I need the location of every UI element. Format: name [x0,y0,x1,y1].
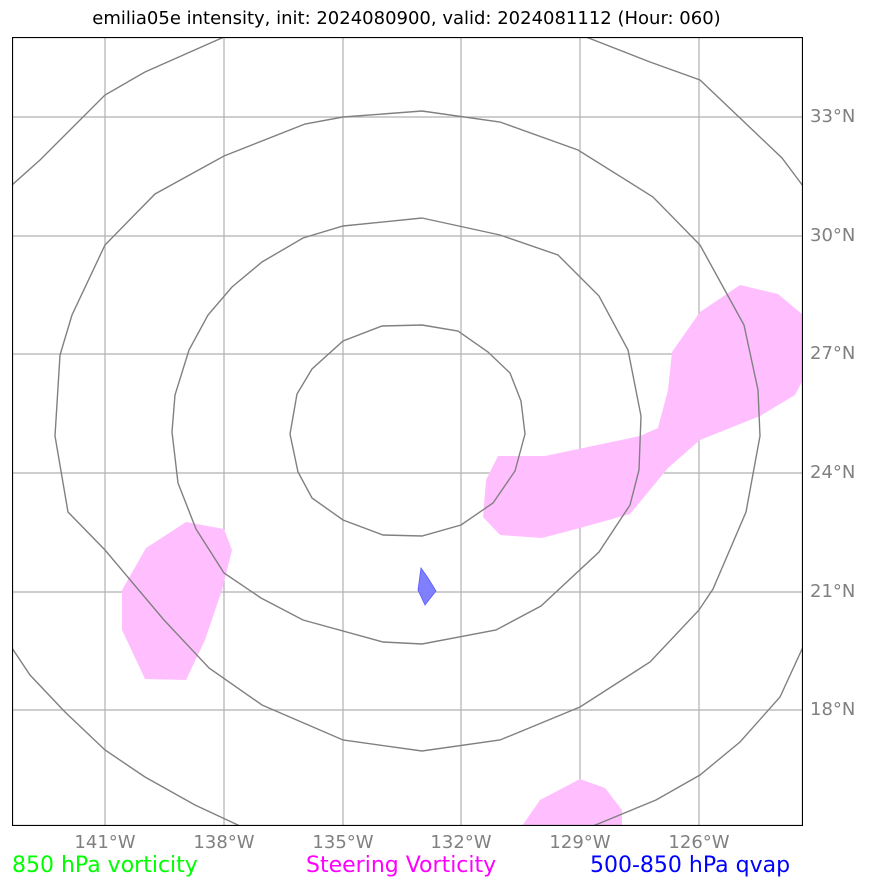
lat-label-18n: 18°N [810,699,856,720]
steering-vorticity-west-blob [122,522,232,680]
lon-label-132w: 132°W [430,832,492,853]
ring-4-southwest [12,647,241,826]
legend-steering-vorticity: Steering Vorticity [306,853,497,878]
lat-label-21n: 21°N [810,581,856,602]
ring-3 [54,110,761,752]
steering-vorticity-south-blob [522,779,622,826]
ring-1 [289,324,526,537]
lat-label-24n: 24°N [810,462,856,483]
steering-vorticity-shading [122,285,803,826]
lon-label-138w: 138°W [193,832,255,853]
qvap-shading [417,566,437,606]
ring-2 [171,217,642,645]
lon-label-135w: 135°W [312,832,374,853]
plot-border [12,37,803,826]
lon-label-126w: 126°W [668,832,730,853]
ring-4 [12,37,225,186]
lat-label-27n: 27°N [810,343,856,364]
ring-4-east [585,37,803,187]
lat-label-30n: 30°N [810,225,856,246]
map-plot-area [12,37,803,826]
map-title: emilia05e intensity, init: 2024080900, v… [92,8,721,29]
lat-label-33n: 33°N [810,106,856,127]
lon-label-141w: 141°W [74,832,136,853]
ring-4-southeast [592,646,803,826]
steering-vorticity-east-band [483,285,803,538]
lon-label-129w: 129°W [549,832,611,853]
legend-qvap: 500-850 hPa qvap [590,853,791,878]
legend-850-vorticity: 850 hPa vorticity [12,853,198,878]
distance-rings [12,37,803,826]
